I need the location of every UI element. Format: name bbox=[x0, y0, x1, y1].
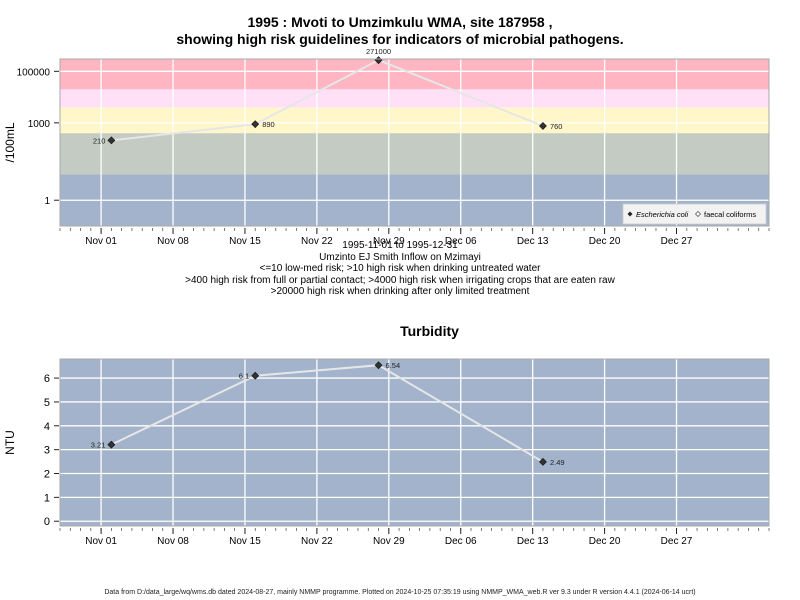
x-tick-label: Nov 15 bbox=[229, 536, 261, 547]
x-tick-label: Dec 06 bbox=[445, 236, 477, 247]
data-point-marker bbox=[107, 440, 116, 449]
data-point-label: 6.54 bbox=[386, 361, 401, 370]
data-point-marker bbox=[251, 371, 260, 380]
data-point-label: 210 bbox=[93, 136, 106, 145]
y-axis-label: /100mL bbox=[3, 122, 17, 162]
legend-marker-filled-diamond bbox=[627, 211, 633, 217]
y-tick-label: 2 bbox=[44, 469, 50, 481]
data-point-marker bbox=[374, 361, 383, 370]
y-tick-label: 100000 bbox=[17, 67, 51, 78]
series-line bbox=[110, 364, 544, 463]
chart-title-line-2: showing high risk guidelines for indicat… bbox=[176, 31, 624, 47]
data-point-marker bbox=[107, 136, 116, 145]
data-point-label: 2.49 bbox=[550, 458, 565, 467]
y-tick-label: 4 bbox=[44, 421, 50, 433]
x-tick-label: Nov 08 bbox=[157, 236, 189, 247]
y-tick-label: 3 bbox=[44, 445, 50, 457]
data-point-label: 760 bbox=[550, 122, 563, 131]
legend: Escherichia coli faecal coliforms bbox=[622, 203, 767, 225]
caption-date-range: 1995-11-01 to 1995-12-31 bbox=[342, 240, 458, 251]
plot-area bbox=[60, 359, 769, 526]
caption-site-name: Umzinto EJ Smith Inflow on Mzimayi bbox=[319, 251, 481, 263]
y-axis-label: NTU bbox=[3, 430, 17, 455]
x-tick-label: Dec 27 bbox=[661, 536, 693, 547]
x-tick-label: Nov 01 bbox=[85, 536, 117, 547]
x-tick-label: Dec 06 bbox=[445, 536, 477, 547]
x-tick-label: Dec 13 bbox=[517, 236, 549, 247]
x-tick-label: Nov 29 bbox=[373, 536, 405, 547]
x-tick-label: Dec 27 bbox=[661, 236, 693, 247]
risk-band bbox=[60, 107, 769, 134]
series-line bbox=[111, 59, 544, 142]
caption-guideline-contact: >400 high risk from full or partial cont… bbox=[185, 274, 615, 286]
plot-background bbox=[60, 359, 769, 526]
footer-note: Data from D:/data_large/wq/wms.db dated … bbox=[104, 589, 696, 596]
x-tick-label: Nov 08 bbox=[157, 536, 189, 547]
x-tick-label: Nov 01 bbox=[85, 236, 117, 247]
caption-guideline-treatment: >20000 high risk when drinking after onl… bbox=[270, 286, 530, 297]
y-tick-label: 6 bbox=[44, 373, 50, 385]
y-tick-label: 1 bbox=[44, 492, 50, 504]
legend-marker-open-diamond bbox=[695, 211, 701, 217]
chart-panel-2: Nov 01 Nov 08 Nov 15 Nov 22 Nov 29 Dec 06 Dec … bbox=[3, 323, 770, 547]
data-point-label: 271000 bbox=[366, 47, 391, 56]
legend-box bbox=[622, 203, 767, 225]
chart-panel-1: Nov 01 Nov 08 Nov 15 Nov 22 Nov 29 Dec 06 Dec … bbox=[3, 47, 770, 247]
chart-caption: 1995-11-01 to 1995-12-31 Umzinto EJ Smit… bbox=[0, 240, 800, 298]
y-tick-label: 0 bbox=[44, 516, 50, 528]
x-tick-label: Nov 22 bbox=[301, 536, 333, 547]
chart-title-line-1: 1995 : Mvoti to Umzimkulu WMA, site 1879… bbox=[247, 14, 553, 30]
risk-band bbox=[60, 89, 769, 108]
legend-item-label: Escherichia coli bbox=[636, 210, 688, 219]
data-point-marker bbox=[539, 457, 547, 466]
data-point-marker bbox=[539, 122, 547, 130]
data-point-marker bbox=[251, 120, 260, 129]
data-point-label: 890 bbox=[262, 120, 275, 129]
risk-band bbox=[60, 133, 769, 175]
legend-item-label: faecal coliforms bbox=[704, 210, 756, 219]
y-tick-label: 1 bbox=[44, 196, 50, 207]
y-tick-label: 5 bbox=[44, 397, 50, 409]
x-tick-label: Dec 20 bbox=[589, 536, 621, 547]
data-point-label: 3.21 bbox=[91, 441, 106, 450]
data-point-label: 6.1 bbox=[239, 372, 249, 381]
caption-guideline-drinking: <=10 low-med risk; >10 high risk when dr… bbox=[259, 263, 541, 274]
x-tick-label: Dec 20 bbox=[589, 236, 621, 247]
plot-area bbox=[60, 59, 769, 226]
x-tick-label: Nov 29 bbox=[373, 236, 405, 247]
plot-frame bbox=[59, 58, 770, 227]
x-tick-label: Dec 13 bbox=[517, 536, 549, 547]
x-tick-label: Nov 15 bbox=[229, 236, 261, 247]
plot-frame bbox=[59, 358, 770, 527]
y-tick-label: 1000 bbox=[28, 119, 51, 130]
panel-title: Turbidity bbox=[400, 323, 459, 339]
x-tick-label: Nov 22 bbox=[301, 236, 333, 247]
